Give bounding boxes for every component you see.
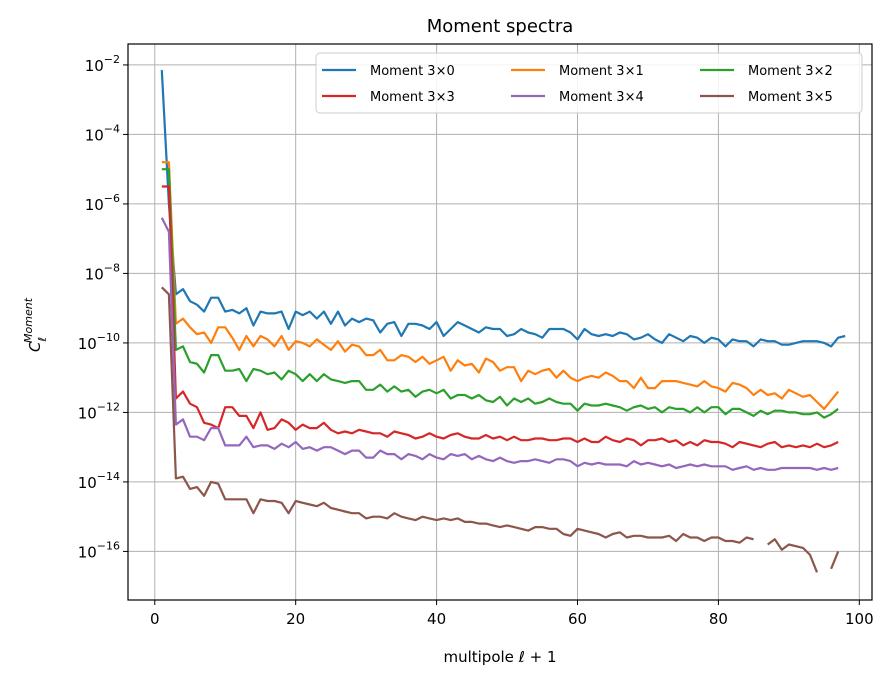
- y-tick-exponent: −8: [104, 261, 120, 274]
- y-axis-title-sub: ℓ: [36, 337, 49, 343]
- series-line-5: [161, 286, 840, 573]
- series-line-3: [161, 185, 839, 449]
- series-line-2: [161, 168, 839, 419]
- legend-label: Moment 3×4: [559, 90, 644, 105]
- y-tick-base: 10: [78, 474, 97, 492]
- series-group: [160, 70, 846, 573]
- y-tick-exponent: −2: [104, 53, 120, 66]
- y-tick-exponent: −14: [97, 470, 120, 483]
- x-axis: 0 20 40 60 80 100: [150, 600, 874, 628]
- x-axis-title: multipole ℓ + 1: [443, 648, 556, 666]
- x-tick-label: 80: [709, 610, 728, 628]
- legend-label: Moment 3×1: [559, 64, 644, 79]
- y-tick-label: 10−12: [78, 400, 120, 422]
- y-tick-exponent: −6: [104, 192, 120, 205]
- y-tick-exponent: −12: [97, 400, 120, 413]
- y-tick-label: 10−14: [78, 470, 120, 492]
- y-tick-label: 10−2: [85, 53, 120, 75]
- y-axis-title-sup: Moment: [22, 297, 35, 343]
- y-tick-exponent: −10: [97, 331, 120, 344]
- y-tick-base: 10: [85, 57, 104, 75]
- y-tick-label: 10−4: [85, 122, 120, 144]
- y-tick-base: 10: [85, 265, 104, 283]
- grid: [128, 44, 872, 600]
- y-tick-base: 10: [85, 126, 104, 144]
- y-tick-label: 10−8: [85, 261, 120, 283]
- legend: Moment 3×0 Moment 3×1 Moment 3×2 Moment 3×3…: [315, 52, 863, 114]
- x-tick-label: 0: [150, 610, 160, 628]
- y-tick-base: 10: [85, 196, 104, 214]
- series-line-4: [160, 217, 839, 471]
- y-tick-base: 10: [78, 543, 97, 561]
- x-tick-label: 20: [286, 610, 305, 628]
- x-tick-label: 60: [568, 610, 587, 628]
- y-axis-title-main: C: [26, 341, 44, 352]
- legend-frame: [315, 52, 863, 114]
- chart-title: Moment spectra: [427, 16, 574, 37]
- series-line-1: [161, 161, 840, 410]
- legend-label: Moment 3×3: [370, 90, 455, 105]
- series-line-0: [160, 70, 846, 348]
- y-tick-exponent: −16: [97, 539, 120, 552]
- y-tick-label: 10−10: [78, 331, 120, 353]
- x-tick-label: 40: [427, 610, 446, 628]
- x-tick-label: 100: [845, 610, 874, 628]
- y-tick-label: 10−16: [78, 539, 120, 561]
- legend-label: Moment 3×0: [370, 64, 455, 79]
- y-tick-exponent: −4: [104, 122, 120, 135]
- y-tick-base: 10: [78, 404, 97, 422]
- legend-label: Moment 3×5: [748, 90, 833, 105]
- y-tick-label: 10−6: [85, 192, 120, 214]
- y-tick-base: 10: [78, 335, 97, 353]
- plot-frame: [127, 43, 873, 601]
- legend-label: Moment 3×2: [748, 64, 833, 79]
- y-axis-title: CℓMoment: [22, 297, 49, 352]
